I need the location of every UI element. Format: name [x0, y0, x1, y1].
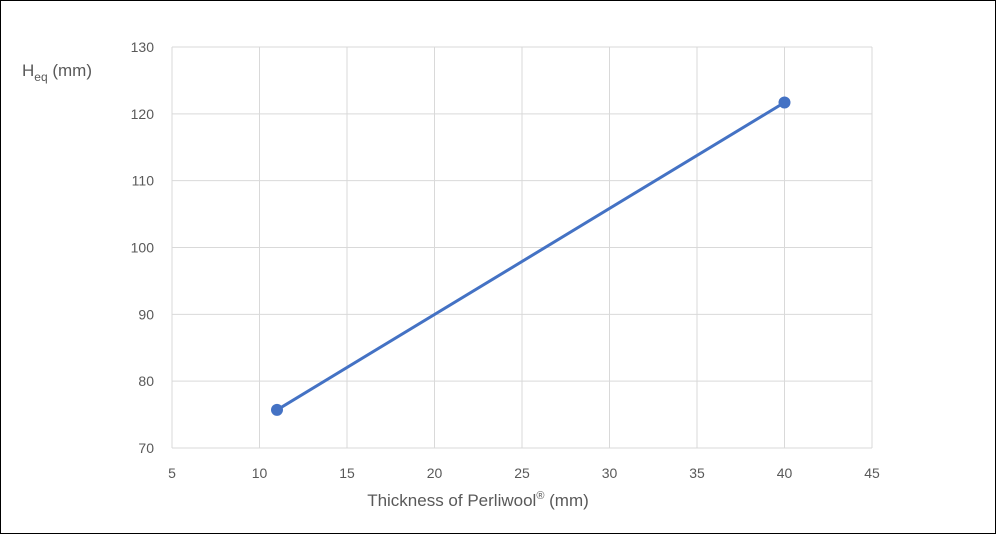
- x-tick-label: 30: [602, 465, 618, 481]
- x-axis-title-unit: (mm): [544, 491, 588, 510]
- y-tick-label: 70: [138, 440, 154, 456]
- x-tick-label: 35: [689, 465, 705, 481]
- gridlines: [171, 46, 873, 449]
- y-tick-labels: 70 80 90 100 110 120 130: [131, 39, 155, 456]
- y-tick-label: 80: [138, 373, 154, 389]
- y-tick-label: 90: [138, 306, 154, 322]
- x-tick-label: 5: [168, 465, 176, 481]
- data-point: [778, 96, 791, 109]
- y-axis-title-main: H: [22, 61, 34, 80]
- x-axis-title: Thickness of Perliwool® (mm): [367, 490, 589, 510]
- y-tick-label: 130: [131, 39, 155, 55]
- x-tick-label: 40: [777, 465, 793, 481]
- y-axis-title: Heq (mm): [22, 61, 92, 84]
- data-point: [271, 403, 283, 416]
- x-tick-label: 45: [864, 465, 880, 481]
- x-tick-labels: 5 10 15 20 25 30 35 40 45: [168, 465, 880, 481]
- y-tick-label: 110: [132, 173, 155, 189]
- x-tick-label: 20: [427, 465, 443, 481]
- x-tick-label: 25: [514, 465, 530, 481]
- y-tick-label: 100: [131, 240, 155, 256]
- data-series: [271, 96, 791, 416]
- series-line: [276, 101, 786, 412]
- y-tick-label: 120: [131, 106, 155, 122]
- x-axis-title-main: Thickness of Perliwool: [367, 491, 536, 510]
- x-axis-title-sup: ®: [536, 490, 544, 502]
- y-axis-title-unit: (mm): [48, 61, 92, 80]
- y-axis-title-sub: eq: [34, 70, 47, 84]
- x-tick-label: 10: [252, 465, 268, 481]
- x-tick-label: 15: [339, 465, 355, 481]
